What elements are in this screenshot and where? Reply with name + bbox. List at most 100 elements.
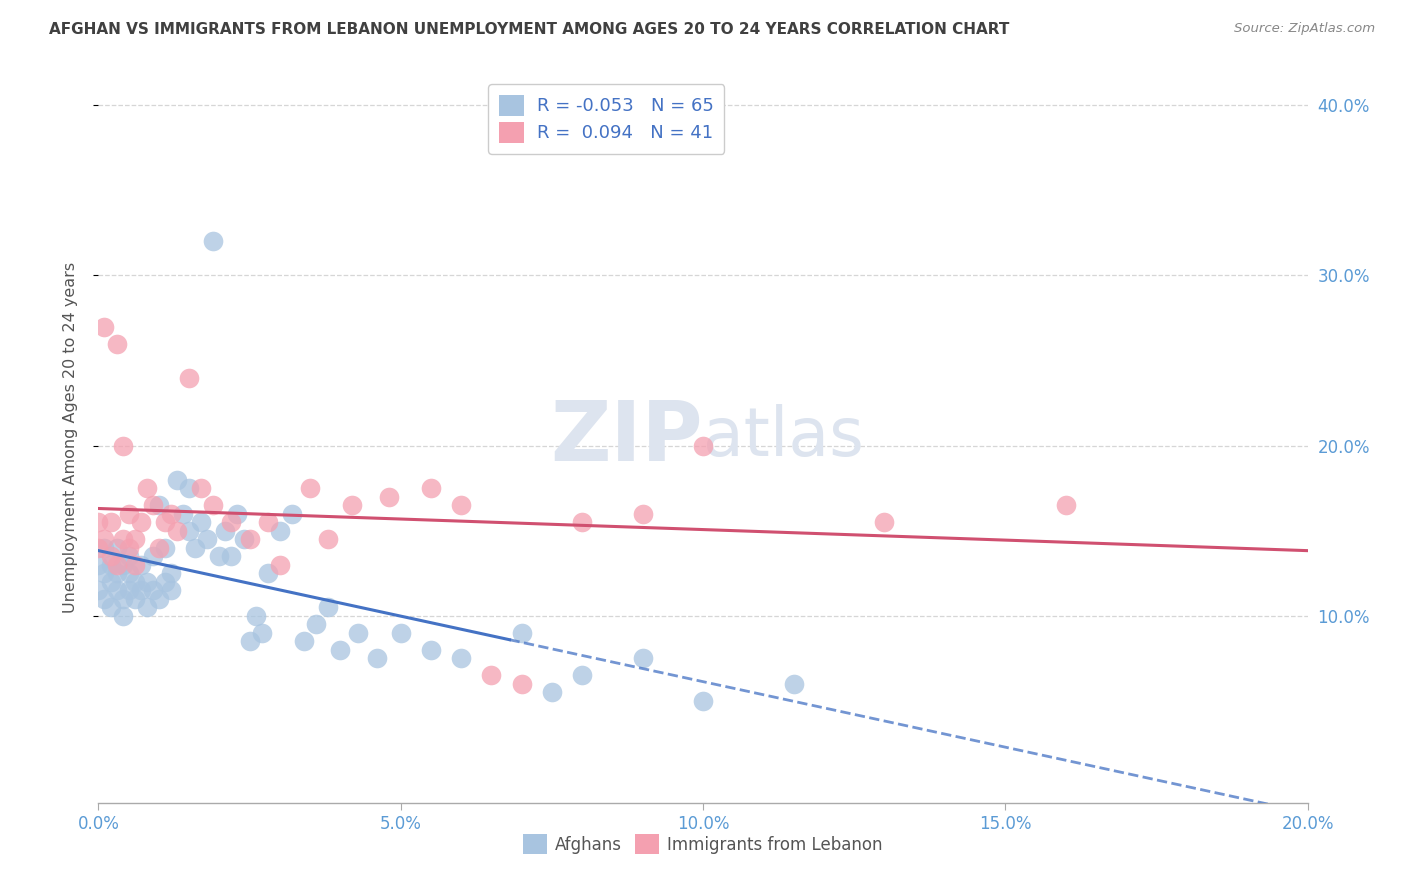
Point xyxy=(190,481,212,495)
Point xyxy=(250,625,273,640)
Point xyxy=(281,507,304,521)
Point xyxy=(105,583,128,598)
Point xyxy=(135,574,157,589)
Point xyxy=(148,498,170,512)
Point xyxy=(142,498,165,512)
Point xyxy=(118,566,141,581)
Point xyxy=(93,591,115,606)
Point xyxy=(87,558,110,572)
Point xyxy=(481,668,503,682)
Point xyxy=(377,490,399,504)
Point xyxy=(631,507,654,521)
Point xyxy=(873,515,896,529)
Point xyxy=(245,608,267,623)
Point xyxy=(111,608,134,623)
Point xyxy=(316,532,339,546)
Point xyxy=(100,558,122,572)
Point xyxy=(202,235,225,249)
Point xyxy=(87,515,110,529)
Point xyxy=(420,481,443,495)
Point xyxy=(226,507,249,521)
Point xyxy=(239,532,262,546)
Point xyxy=(105,541,128,555)
Point xyxy=(179,524,201,538)
Point xyxy=(195,532,218,546)
Point xyxy=(129,583,152,598)
Point xyxy=(124,558,146,572)
Point xyxy=(221,515,243,529)
Point xyxy=(256,566,278,581)
Point xyxy=(540,685,562,699)
Point xyxy=(87,583,110,598)
Point xyxy=(93,319,115,334)
Point xyxy=(142,549,165,563)
Point xyxy=(118,583,141,598)
Point xyxy=(305,617,328,632)
Point xyxy=(135,600,157,615)
Point xyxy=(142,583,165,598)
Point xyxy=(93,532,115,546)
Point xyxy=(111,591,134,606)
Point xyxy=(179,481,201,495)
Point xyxy=(202,498,225,512)
Point xyxy=(105,558,128,572)
Point xyxy=(135,481,157,495)
Point xyxy=(329,642,352,657)
Point xyxy=(153,541,176,555)
Point xyxy=(100,515,122,529)
Point xyxy=(153,574,176,589)
Point xyxy=(347,625,370,640)
Point xyxy=(160,583,183,598)
Point xyxy=(783,677,806,691)
Point xyxy=(299,481,322,495)
Point xyxy=(239,634,262,648)
Point xyxy=(389,625,412,640)
Point xyxy=(221,549,243,563)
Point xyxy=(148,541,170,555)
Point xyxy=(105,566,128,581)
Point xyxy=(450,651,472,665)
Point xyxy=(124,574,146,589)
Point xyxy=(148,591,170,606)
Point xyxy=(153,515,176,529)
Point xyxy=(179,370,201,384)
Text: atlas: atlas xyxy=(703,404,863,470)
Point xyxy=(118,507,141,521)
Point xyxy=(166,473,188,487)
Point xyxy=(1054,498,1077,512)
Legend: Afghans, Immigrants from Lebanon: Afghans, Immigrants from Lebanon xyxy=(517,828,889,860)
Point xyxy=(214,524,236,538)
Point xyxy=(292,634,315,648)
Point xyxy=(93,566,115,581)
Point xyxy=(510,625,533,640)
Point xyxy=(366,651,388,665)
Text: AFGHAN VS IMMIGRANTS FROM LEBANON UNEMPLOYMENT AMONG AGES 20 TO 24 YEARS CORRELA: AFGHAN VS IMMIGRANTS FROM LEBANON UNEMPL… xyxy=(49,22,1010,37)
Point xyxy=(124,591,146,606)
Point xyxy=(208,549,231,563)
Point xyxy=(111,532,134,546)
Point xyxy=(232,532,254,546)
Point xyxy=(692,694,714,708)
Point xyxy=(420,642,443,657)
Point xyxy=(269,558,291,572)
Point xyxy=(160,507,183,521)
Point xyxy=(510,677,533,691)
Point xyxy=(166,524,188,538)
Point xyxy=(93,541,115,555)
Point xyxy=(100,600,122,615)
Point xyxy=(129,515,152,529)
Point xyxy=(450,498,472,512)
Point xyxy=(172,507,194,521)
Point xyxy=(692,439,714,453)
Point xyxy=(100,574,122,589)
Point xyxy=(87,541,110,555)
Point xyxy=(160,566,183,581)
Point xyxy=(100,549,122,563)
Point xyxy=(105,336,128,351)
Point xyxy=(124,532,146,546)
Text: ZIP: ZIP xyxy=(551,397,703,477)
Point xyxy=(316,600,339,615)
Text: Source: ZipAtlas.com: Source: ZipAtlas.com xyxy=(1234,22,1375,36)
Point xyxy=(118,541,141,555)
Y-axis label: Unemployment Among Ages 20 to 24 years: Unemployment Among Ages 20 to 24 years xyxy=(63,261,77,613)
